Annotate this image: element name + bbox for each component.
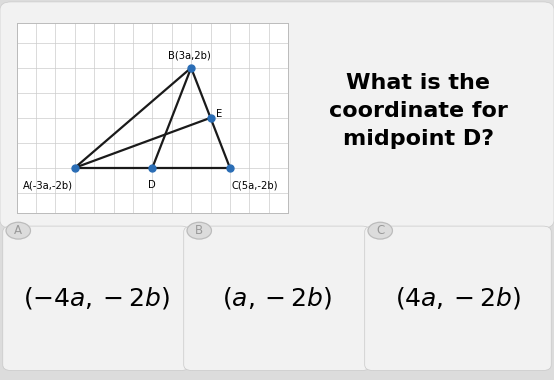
Text: B: B — [195, 224, 203, 237]
Text: C: C — [376, 224, 384, 237]
Text: A(-3a,-2b): A(-3a,-2b) — [23, 180, 73, 190]
Text: C(5a,-2b): C(5a,-2b) — [232, 180, 278, 190]
Text: B(3a,2b): B(3a,2b) — [168, 50, 211, 60]
Text: A: A — [14, 224, 22, 237]
Text: $(4a, -2b)$: $(4a, -2b)$ — [395, 285, 521, 311]
Text: $(a, -2b)$: $(a, -2b)$ — [222, 285, 332, 311]
Text: E: E — [216, 109, 223, 119]
Text: What is the
coordinate for
midpoint D?: What is the coordinate for midpoint D? — [329, 73, 507, 149]
Text: $(-4a, -2b)$: $(-4a, -2b)$ — [23, 285, 170, 311]
Text: D: D — [148, 180, 156, 190]
